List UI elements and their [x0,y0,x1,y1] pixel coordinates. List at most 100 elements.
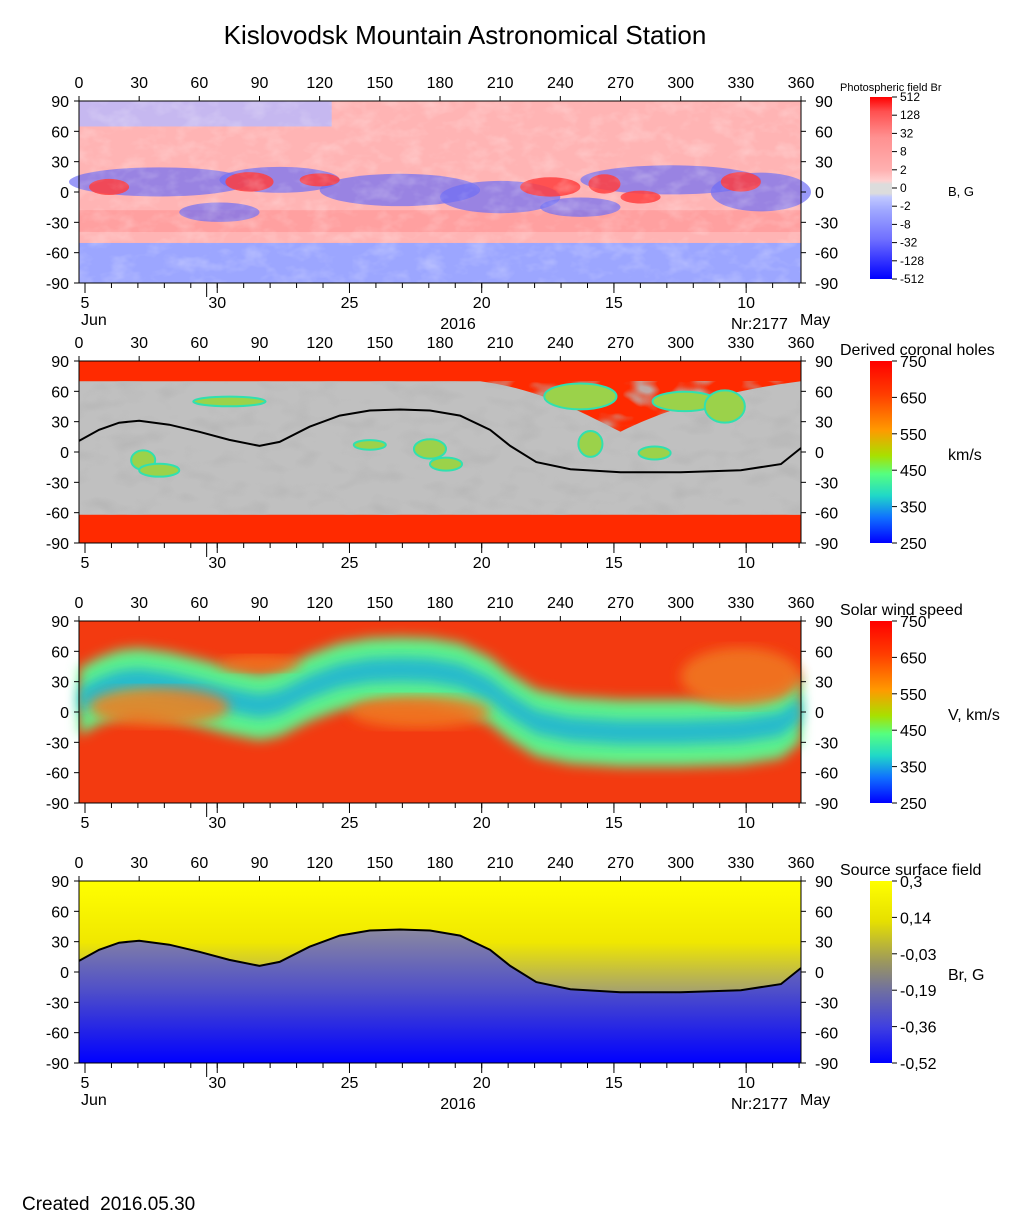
date-tick-label: 15 [605,1075,623,1092]
latitude-tick-label-right: 90 [815,614,833,631]
latitude-tick-label-left: -60 [46,1026,69,1043]
coronal-hole-patch [412,438,448,460]
latitude-tick-label-left: 30 [51,675,69,692]
colorbar-gradient [870,97,892,279]
colorbar-tick-label: 550 [900,427,927,444]
date-tick-label: 15 [605,295,623,312]
longitude-tick-label: 120 [306,335,333,352]
colorbar-tick-label: 650 [900,390,927,407]
longitude-tick-label: 330 [727,75,754,92]
colorbar-tick-label: -0,52 [900,1056,937,1073]
latitude-tick-label-right: -90 [815,796,838,813]
longitude-tick-label: 150 [366,855,393,872]
colorbar-tick-label: -0,03 [900,947,937,964]
longitude-tick-label: 240 [547,855,574,872]
longitude-tick-label: 360 [788,75,815,92]
latitude-tick-label-right: -90 [815,536,838,553]
date-tick-label: 25 [341,815,359,832]
latitude-tick-label-right: -60 [815,506,838,523]
fast-wind-patch [680,647,801,706]
colorbar-gradient [870,361,892,543]
latitude-tick-label-left: -60 [46,506,69,523]
latitude-tick-label-right: 90 [815,354,833,371]
latitude-tick-label-left: 90 [51,354,69,371]
longitude-tick-label: 210 [487,335,514,352]
longitude-tick-label: 60 [190,75,208,92]
colorbar-tick-label: 32 [900,126,914,140]
latitude-tick-label-left: 0 [60,705,69,722]
latitude-tick-label-right: 60 [815,124,833,141]
latitude-tick-label-right: -90 [815,1056,838,1073]
longitude-tick-label: 90 [251,595,269,612]
latitude-tick-label-right: -90 [815,276,838,293]
colorbar-tick-label: 0,3 [900,874,922,891]
latitude-tick-label-right: -60 [815,766,838,783]
latitude-tick-label-right: 60 [815,904,833,921]
longitude-tick-label: 30 [130,595,148,612]
colorbar-tick-label: 0 [900,181,907,195]
date-tick-label: 30 [208,1075,226,1092]
date-tick-label: 20 [473,815,491,832]
date-tick-label: 30 [208,815,226,832]
latitude-tick-label-right: 90 [815,874,833,891]
latitude-tick-label-right: 60 [815,644,833,661]
fast-wind-patch [89,687,230,727]
longitude-tick-label: 270 [607,75,634,92]
longitude-tick-label: 330 [727,595,754,612]
fast-wind-patch [219,655,300,672]
colorbar-tick-label: 250 [900,796,927,813]
colorbar-tick-label: 650 [900,650,927,667]
colorbar-tick-label: -128 [900,254,924,268]
colorbar-title: Solar wind speed [840,602,963,619]
latitude-tick-label-left: 60 [51,384,69,401]
colorbar-tick-label: 512 [900,90,920,104]
slowest-wind-core [79,657,801,745]
colorbar-tick-label: 450 [900,723,927,740]
longitude-tick-label: 0 [75,855,84,872]
latitude-tick-label-left: 0 [60,965,69,982]
longitude-tick-label: 60 [190,855,208,872]
longitude-tick-label: 90 [251,335,269,352]
latitude-tick-label-left: -30 [46,215,69,232]
solar-wind-map [78,620,802,804]
longitude-tick-label: 180 [427,75,454,92]
longitude-tick-label: 210 [487,855,514,872]
latitude-tick-label-right: -60 [815,246,838,263]
date-tick-label: 5 [81,1075,90,1092]
longitude-tick-label: 240 [547,75,574,92]
date-tick-label: 30 [208,295,226,312]
colorbar-tick-label: -0,19 [900,983,937,1000]
latitude-tick-label-left: -30 [46,735,69,752]
colorbar-tick-label: 750 [900,354,927,371]
created-date: Created 2016.05.30 [22,1194,196,1215]
date-tick-label: 10 [737,555,755,572]
longitude-tick-label: 150 [366,595,393,612]
longitude-tick-label: 240 [547,595,574,612]
date-tick-label: 10 [737,295,755,312]
longitude-tick-label: 300 [667,335,694,352]
longitude-tick-label: 0 [75,75,84,92]
latitude-tick-label-right: 30 [815,935,833,952]
month-right-label: May [800,1092,830,1109]
longitude-tick-label: 90 [251,855,269,872]
month-left-label: Jun [81,312,107,329]
latitude-tick-label-right: 0 [815,965,824,982]
colorbar-tick-label: 350 [900,500,927,517]
latitude-tick-label-right: 90 [815,94,833,111]
latitude-tick-label-left: 60 [51,904,69,921]
longitude-tick-label: 60 [190,335,208,352]
neutral-line [78,928,802,994]
latitude-tick-label-right: 60 [815,384,833,401]
photospheric-map [68,101,812,283]
latitude-tick-label-left: -90 [46,1056,69,1073]
latitude-tick-label-left: 30 [51,415,69,432]
longitude-tick-label: 300 [667,75,694,92]
neutral-line [78,408,802,474]
year-label: 2016 [440,1096,476,1113]
